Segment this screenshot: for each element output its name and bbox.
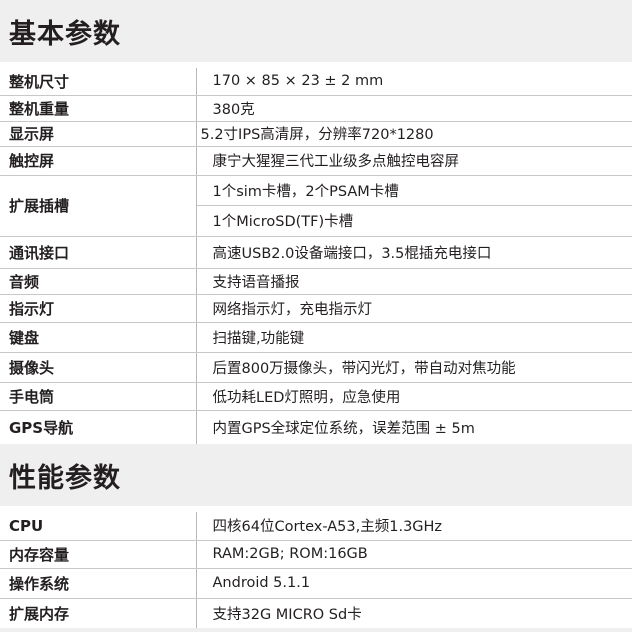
spec-table: 整机尺寸 170 × 85 × 23 ± 2 mm 整机重量 380克 显示屏 5.2寸I… bbox=[0, 68, 632, 444]
spec-table: CPU 四核64位Cortex-A53,主频1.3GHz 内存容量 RAM:2GB; … bbox=[0, 512, 632, 628]
spec-value: 支持32G MICRO Sd卡 bbox=[212, 606, 362, 623]
section-title: 性能参数 bbox=[0, 444, 632, 506]
spec-label: 整机重量 bbox=[0, 95, 197, 122]
table-row: 指示灯 网络指示灯，充电指示灯 bbox=[0, 294, 632, 323]
spec-value: 四核64位Cortex-A53,主频1.3GHz bbox=[196, 512, 632, 541]
spec-label: 键盘 bbox=[0, 322, 197, 353]
spec-value: 网络指示灯，充电指示灯 bbox=[196, 294, 632, 323]
spec-label: 指示灯 bbox=[0, 294, 197, 323]
table-row: CPU 四核64位Cortex-A53,主频1.3GHz bbox=[0, 512, 632, 541]
table-row: 整机尺寸 170 × 85 × 23 ± 2 mm bbox=[0, 68, 632, 96]
spec-label: 扩展插槽 bbox=[0, 175, 197, 237]
table-row: 操作系统 Android 5.1.1 bbox=[0, 568, 632, 599]
table-row: 扩展内存 支持32G MICRO Sd卡 bbox=[0, 598, 632, 628]
spec-label: 显示屏 bbox=[0, 121, 197, 147]
table-row: 整机重量 380克 bbox=[0, 95, 632, 122]
spec-value: 1个MicroSD(TF)卡槽 bbox=[196, 205, 632, 237]
table-row: 手电筒 低功耗LED灯照明，应急使用 bbox=[0, 382, 632, 411]
table-row: 内存容量 RAM:2GB; ROM:16GB bbox=[0, 540, 632, 569]
table-row: 摄像头 后置800万摄像头，带闪光灯，带自动对焦功能 bbox=[0, 352, 632, 383]
table-row: 显示屏 5.2寸IPS高清屏，分辨率720*1280 bbox=[0, 121, 632, 147]
spec-label: 手电筒 bbox=[0, 382, 197, 411]
spec-value: 1个sim卡槽，2个PSAM卡槽 bbox=[196, 175, 632, 206]
spec-value: 170 × 85 × 23 ± 2 mm bbox=[196, 68, 632, 96]
spec-value: 高速USB2.0设备端接口，3.5棍插充电接口 bbox=[196, 236, 632, 269]
spec-value: 康宁大猩猩三代工业级多点触控电容屏 bbox=[196, 146, 632, 176]
spec-value: Android 5.1.1 bbox=[196, 568, 632, 599]
spec-value: RAM:2GB; ROM:16GB bbox=[196, 540, 632, 569]
spec-label: 内存容量 bbox=[0, 540, 197, 569]
table-row: 键盘 扫描键,功能键 bbox=[0, 322, 632, 353]
spec-label: 操作系统 bbox=[0, 568, 197, 599]
spec-label: 整机尺寸 bbox=[0, 68, 197, 96]
spec-value: 低功耗LED灯照明，应急使用 bbox=[196, 382, 632, 411]
footer-band bbox=[0, 628, 632, 632]
spec-label: 扩展内存 bbox=[0, 598, 197, 628]
spec-value: 扫描键,功能键 bbox=[196, 322, 632, 353]
spec-label: 触控屏 bbox=[0, 146, 197, 176]
table-row: GPS导航 内置GPS全球定位系统，误差范围 ± 5m bbox=[0, 410, 632, 444]
table-row: 触控屏 康宁大猩猩三代工业级多点触控电容屏 bbox=[0, 146, 632, 176]
spec-value: 内置GPS全球定位系统，误差范围 ± 5m bbox=[212, 420, 475, 437]
spec-label: GPS导航 bbox=[0, 410, 197, 444]
table-row: 扩展插槽 1个sim卡槽，2个PSAM卡槽 bbox=[0, 175, 632, 237]
spec-label: 摄像头 bbox=[0, 352, 197, 383]
table-row: 通讯接口 高速USB2.0设备端接口，3.5棍插充电接口 bbox=[0, 236, 632, 269]
table-row: 音频 支持语音播报 bbox=[0, 268, 632, 295]
section-title: 基本参数 bbox=[0, 0, 632, 62]
spec-value: 5.2寸IPS高清屏，分辨率720*1280 bbox=[196, 121, 632, 147]
spec-value: 后置800万摄像头，带闪光灯，带自动对焦功能 bbox=[196, 352, 632, 383]
spec-label: 音频 bbox=[0, 268, 197, 295]
spec-value: 支持语音播报 bbox=[196, 268, 632, 295]
table-row: 1个MicroSD(TF)卡槽 bbox=[0, 205, 632, 237]
spec-label: CPU bbox=[0, 512, 197, 541]
spec-value: 380克 bbox=[196, 95, 632, 122]
spec-label: 通讯接口 bbox=[0, 236, 197, 269]
